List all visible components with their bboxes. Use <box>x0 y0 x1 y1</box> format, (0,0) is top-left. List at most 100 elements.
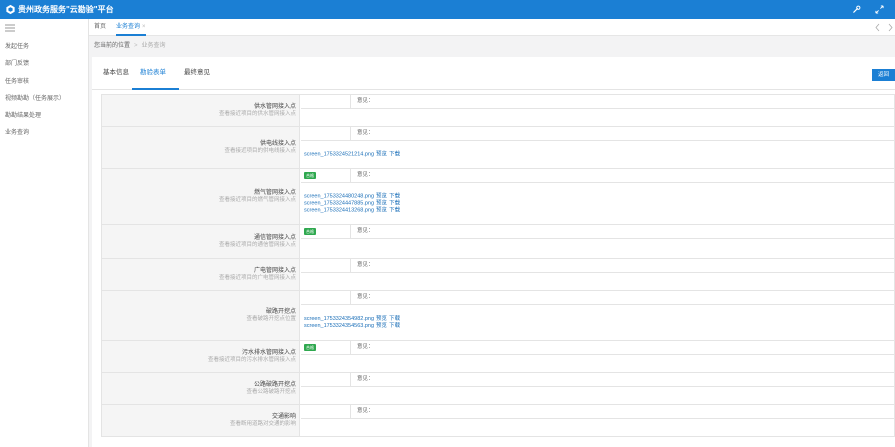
row-desc: 查看接近项目的污水排水管网接入点 <box>207 356 296 363</box>
qualified-badge: 合格 <box>304 344 316 351</box>
form-row-power-supply: 供电线接入点 查看接近项目的供电线接入点 意见： screen_17533245… <box>102 127 894 169</box>
inspection-form-table: 供水管网接入点 查看接近项目的供水管网接入点 意见： 供电线接入点 查看接近项目… <box>101 94 895 437</box>
preview-link[interactable]: 预览 <box>376 200 388 207</box>
main-panel: 基本信息 勘验表单 最终意见 返回 供水管网接入点 查看接近项目的供水管网接入点… <box>92 57 895 447</box>
qualified-badge: 合格 <box>304 172 316 179</box>
app-title: 贵州政务服务"云勘验"平台 <box>18 5 114 14</box>
file-name: screen_1753324413268.png <box>304 207 375 214</box>
subtab-inspection-form[interactable]: 勘验表单 <box>140 69 166 76</box>
row-title: 通信管网接入点 <box>253 234 296 241</box>
sidebar-item-result-handling[interactable]: 勘勘结果处理 <box>5 113 42 119</box>
form-row-sewage: 污水排水管网接入点 查看接近项目的污水排水管网接入点 合格 意见： <box>102 341 894 373</box>
download-link[interactable]: 下载 <box>389 200 401 207</box>
row-title: 破路开挖点 <box>265 308 296 315</box>
opinion-label: 意见： <box>357 262 374 268</box>
breadcrumb-prefix: 您当前的位置 <box>94 43 131 49</box>
form-row-traffic-impact: 交通影响 查看断用道路对交通的影响 意见： <box>102 405 894 437</box>
row-desc: 查看公路破路开挖点 <box>246 388 296 395</box>
attachment-item: screen_1753324447885.png 预览 下载 <box>304 201 400 208</box>
row-desc: 查看接近项目的供水管网接入点 <box>218 110 296 117</box>
attachment-item: screen_1753324521214.png 预览 下载 <box>304 152 400 159</box>
row-desc: 查看接近项目的广电管网接入点 <box>218 274 296 281</box>
back-button[interactable]: 返回 <box>872 69 895 81</box>
breadcrumb-separator: > <box>134 43 138 49</box>
row-desc: 查看接近项目的通信管网接入点 <box>218 241 296 248</box>
row-title: 燃气管网接入点 <box>253 189 296 196</box>
attachment-area <box>301 356 894 372</box>
download-link[interactable]: 下载 <box>389 323 401 329</box>
preview-link[interactable]: 预览 <box>376 207 388 214</box>
breadcrumb-current: 业务查询 <box>141 43 166 49</box>
form-row-water-supply: 供水管网接入点 查看接近项目的供水管网接入点 意见： <box>102 95 894 127</box>
sidebar: 发起任务 部门反馈 任务审核 视频勘勘（任务展示） 勘勘结果处理 业务查询 <box>0 19 89 447</box>
top-bar: 贵州政务服务"云勘验"平台 <box>0 0 895 19</box>
attachment-area: screen_1753324354982.png 预览 下载 screen_1753… <box>301 306 894 340</box>
subtab-final-opinion[interactable]: 最终意见 <box>184 69 210 76</box>
menu-toggle-icon[interactable] <box>5 24 15 32</box>
settings-tool-icon[interactable] <box>852 5 861 14</box>
subtab-bar: 基本信息 勘验表单 最终意见 返回 <box>92 57 895 90</box>
file-name: screen_1753324447885.png <box>304 200 375 207</box>
file-name: screen_1753324354563.png <box>304 323 375 329</box>
attachment-area <box>301 240 894 258</box>
preview-link[interactable]: 预览 <box>376 316 388 322</box>
opinion-label: 意见： <box>357 294 374 300</box>
row-title: 供电线接入点 <box>259 140 296 147</box>
qualified-badge: 合格 <box>304 228 316 235</box>
attachment-area <box>301 420 894 436</box>
preview-link[interactable]: 预览 <box>376 151 388 158</box>
download-link[interactable]: 下载 <box>389 151 401 158</box>
download-link[interactable]: 下载 <box>389 193 401 200</box>
attachment-area: screen_1753324480248.png 预览 下载 screen_1753… <box>301 184 894 224</box>
row-title: 供水管网接入点 <box>253 103 296 110</box>
opinion-label: 意见： <box>357 376 374 382</box>
opinion-label: 意见： <box>357 344 374 350</box>
sidebar-item-start-task[interactable]: 发起任务 <box>5 44 30 50</box>
file-name: screen_1753324354982.png <box>304 316 375 322</box>
tab-home[interactable]: 首页 <box>94 24 107 30</box>
preview-link[interactable]: 预览 <box>376 323 388 329</box>
attachment-item: screen_1753324354982.png 预览 下载 <box>304 316 400 323</box>
form-row-highway-excavation: 公路破路开挖点 查看公路破路开挖点 意见： <box>102 373 894 405</box>
tab-business-query[interactable]: 业务查询 × <box>116 19 146 36</box>
opinion-label: 意见： <box>357 98 374 104</box>
row-desc: 查看破路开挖点位置 <box>246 315 296 322</box>
download-link[interactable]: 下载 <box>389 316 401 322</box>
form-row-road-excavation: 破路开挖点 查看破路开挖点位置 意见： screen_1753324354982… <box>102 291 894 341</box>
fullscreen-icon[interactable] <box>875 5 884 14</box>
form-row-gas: 燃气管网接入点 查看接近项目的燃气管网接入点 合格 意见： screen_175… <box>102 169 894 225</box>
attachment-area <box>301 274 894 290</box>
attachment-area <box>301 388 894 404</box>
attachment-area: screen_1753324521214.png 预览 下载 <box>301 142 894 168</box>
sidebar-item-task-review[interactable]: 任务审核 <box>5 79 30 85</box>
row-desc: 查看接近项目的燃气管网接入点 <box>218 196 296 203</box>
form-row-telecom: 通信管网接入点 查看接近项目的通信管网接入点 合格 意见： <box>102 225 894 259</box>
row-title: 污水排水管网接入点 <box>241 349 296 356</box>
opinion-label: 意见： <box>357 130 374 136</box>
row-title: 公路破路开挖点 <box>253 381 296 388</box>
attachment-item: screen_1753324413268.png 预览 下载 <box>304 208 400 215</box>
form-row-broadcast: 广电管网接入点 查看接近项目的广电管网接入点 意见： <box>102 259 894 291</box>
row-title: 广电管网接入点 <box>253 267 296 274</box>
sidebar-item-dept-feedback[interactable]: 部门反馈 <box>5 61 30 67</box>
active-subtab-indicator <box>132 88 179 90</box>
row-desc: 查看断用道路对交通的影响 <box>229 420 296 427</box>
sidebar-item-business-query[interactable]: 业务查询 <box>5 130 30 136</box>
download-link[interactable]: 下载 <box>389 207 401 214</box>
opinion-label: 意见： <box>357 172 374 178</box>
logo-icon <box>6 4 15 15</box>
attachment-item: screen_1753324354563.png 预览 下载 <box>304 323 400 330</box>
preview-link[interactable]: 预览 <box>376 193 388 200</box>
chevron-left-icon[interactable] <box>874 23 881 32</box>
opinion-label: 意见： <box>357 408 374 414</box>
opinion-label: 意见： <box>357 228 374 234</box>
row-desc: 查看接近项目的供电线接入点 <box>224 147 296 154</box>
subtab-basic-info[interactable]: 基本信息 <box>103 69 129 76</box>
chevron-right-icon[interactable] <box>887 23 894 32</box>
breadcrumb: 您当前的位置 > 业务查询 <box>89 36 895 57</box>
close-tab-icon[interactable]: × <box>142 24 146 30</box>
file-name: screen_1753324521214.png <box>304 151 375 158</box>
page-tab-strip: 首页 业务查询 × <box>89 19 895 36</box>
sidebar-item-video-inspection[interactable]: 视频勘勘（任务展示） <box>5 96 66 102</box>
attachment-area <box>301 110 894 126</box>
